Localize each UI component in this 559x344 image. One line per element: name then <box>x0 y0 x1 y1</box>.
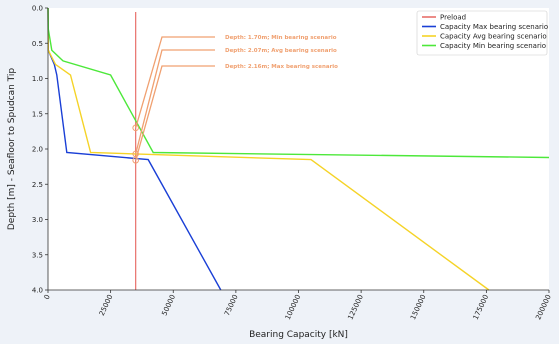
annotation-marker <box>132 150 139 158</box>
x-tick-label: 100000 <box>284 293 303 321</box>
annotation-leader <box>135 36 215 128</box>
legend-label: Capacity Avg bearing scenario <box>440 33 547 41</box>
legend-label: Capacity Min bearing scenario <box>440 42 546 50</box>
x-tick-label: 50000 <box>160 293 177 317</box>
x-tick-label: 75000 <box>223 293 240 317</box>
y-tick-label: 3.0 <box>32 216 43 224</box>
y-tick-label: 4.0 <box>32 287 43 295</box>
y-tick-label: 1.0 <box>32 75 43 83</box>
legend-box <box>416 10 548 56</box>
legend-label: Preload <box>440 14 466 22</box>
annotation-layer: Depth: 1.70m; Min bearing scenario Depth:… <box>132 35 338 164</box>
y-axis-title: Depth [m] - Seafloor to Spudcan Tip <box>7 68 17 231</box>
x-tick-label: 0 <box>43 293 52 300</box>
annotation-leader <box>135 49 215 155</box>
annotation-marker <box>132 124 139 132</box>
y-tick-label: 2.5 <box>32 181 43 189</box>
annotation-label: Depth: 2.16m; Max bearing scenario <box>225 64 338 70</box>
x-tick-label: 25000 <box>98 293 115 317</box>
annotation-marker <box>132 156 139 164</box>
legend-label: Capacity Max bearing scenario <box>440 23 548 31</box>
x-tick-label: 175000 <box>472 293 491 321</box>
x-axis-title: Bearing Capacity [kN] <box>249 330 348 340</box>
annotation-leader <box>135 65 215 161</box>
y-tick-label: 1.5 <box>32 110 43 118</box>
x-tick-label: 150000 <box>409 293 428 321</box>
y-tick-label: 0.0 <box>32 5 43 13</box>
x-tick-label: 200000 <box>534 293 553 321</box>
y-tick-label: 2.0 <box>32 146 43 154</box>
x-tick-label: 125000 <box>346 293 365 321</box>
y-tick-label: 0.5 <box>32 40 43 48</box>
annotation-label: Depth: 2.07m; Avg bearing scenario <box>225 48 337 54</box>
y-tick-label: 3.5 <box>32 251 43 259</box>
annotation-label: Depth: 1.70m; Min bearing scenario <box>225 35 337 41</box>
